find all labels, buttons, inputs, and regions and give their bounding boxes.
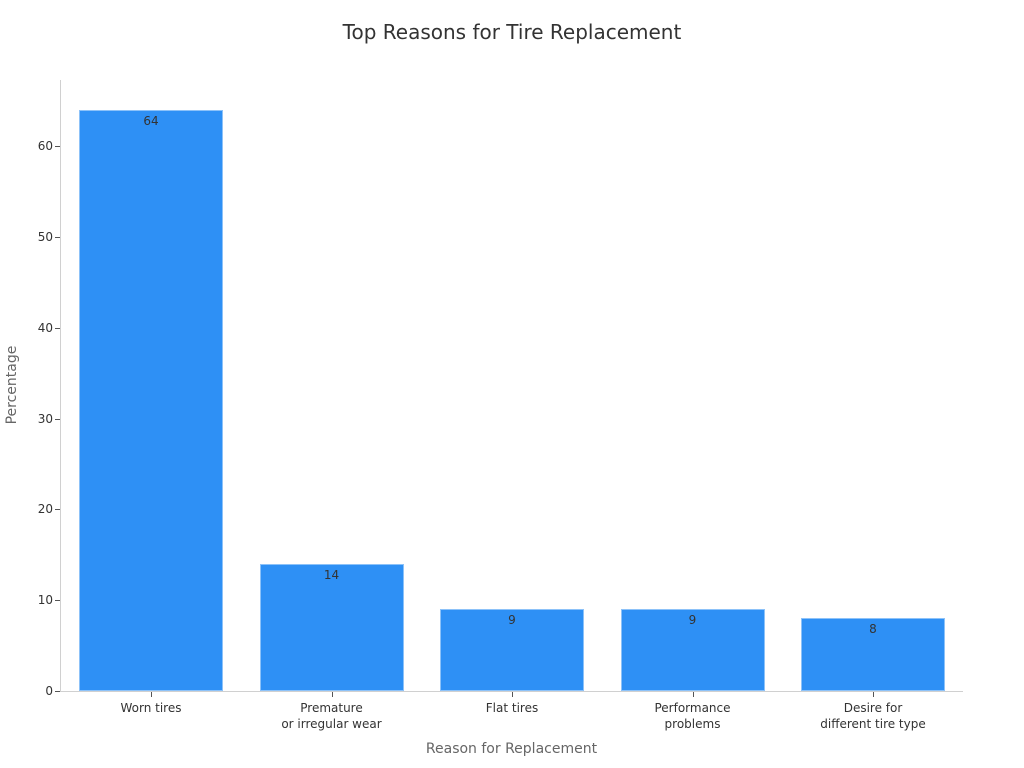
x-tick-label: Performance problems	[654, 701, 731, 731]
x-tick-mark	[512, 692, 513, 697]
y-tick: 0	[0, 684, 60, 698]
x-tick-mark	[151, 692, 152, 697]
y-tick: 10	[0, 593, 60, 607]
x-tick-label: Desire for different tire type	[820, 701, 926, 731]
y-axis-line	[60, 80, 61, 692]
bar-value-label: 64	[143, 113, 159, 128]
x-tick-label: Worn tires	[120, 701, 182, 715]
bar: 14	[259, 563, 404, 691]
bar-value-label: 8	[869, 622, 877, 637]
y-tick-mark	[55, 327, 60, 329]
y-tick: 30	[0, 412, 60, 426]
x-tick-mark	[873, 692, 874, 697]
y-tick-mark	[55, 146, 60, 148]
x-tick-mark	[331, 692, 333, 697]
x-tick-label: Flat tires	[485, 701, 539, 715]
bar-value-label: 14	[323, 567, 340, 582]
y-tick: 20	[0, 502, 60, 516]
x-axis-line	[60, 691, 963, 692]
y-tick: 60	[0, 139, 60, 153]
y-tick: 40	[0, 321, 60, 335]
chart-title: Top Reasons for Tire Replacement	[342, 20, 682, 44]
bar-value-label: 9	[508, 613, 516, 628]
y-tick-label: 60	[37, 139, 53, 154]
x-tick-mark	[692, 692, 694, 697]
y-tick-mark	[55, 418, 60, 420]
x-axis-label: Reason for Replacement	[425, 741, 598, 757]
y-tick-mark	[55, 237, 60, 238]
y-tick-label: 0	[45, 684, 53, 698]
bar: 8	[801, 618, 945, 691]
bar: 64	[79, 109, 223, 691]
bar-value-label: 9	[688, 613, 697, 628]
y-tick-label: 10	[37, 593, 53, 608]
x-tick-label: Premature or irregular wear	[281, 701, 382, 731]
y-tick-label: 30	[37, 411, 53, 426]
y-axis-label: Percentage	[4, 345, 20, 425]
y-tick-mark	[55, 600, 60, 602]
bar: 9	[440, 609, 584, 691]
y-tick-label: 50	[37, 230, 53, 244]
y-tick-label: 40	[37, 320, 53, 335]
y-tick: 50	[0, 230, 60, 244]
y-tick-label: 20	[37, 502, 53, 517]
bar: 9	[620, 609, 765, 691]
y-tick-mark	[55, 691, 60, 692]
y-tick-mark	[55, 509, 60, 511]
